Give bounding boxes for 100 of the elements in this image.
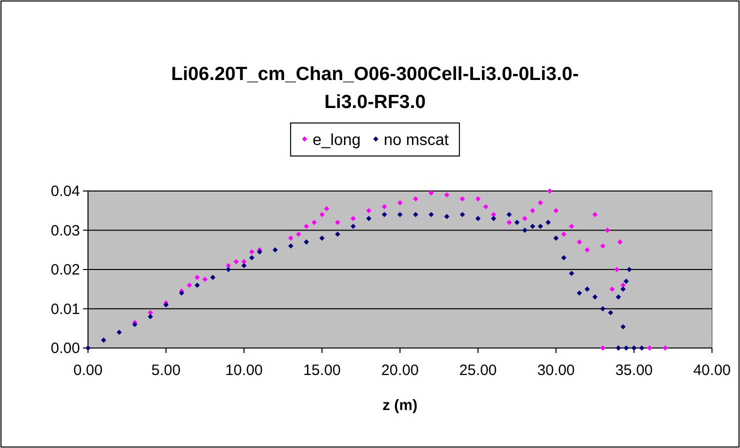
point (483, 204, 488, 210)
point (116, 330, 122, 335)
point (210, 274, 216, 280)
point (620, 286, 626, 292)
x-tick-label: 35.00 (615, 362, 653, 379)
point (530, 208, 536, 214)
point (547, 188, 552, 194)
point (272, 247, 278, 252)
point (319, 212, 325, 218)
point (413, 212, 418, 218)
point (324, 206, 330, 212)
y-tick-label: 0.04 (50, 183, 80, 200)
point (506, 212, 512, 218)
point (288, 236, 294, 241)
point (428, 212, 434, 218)
y-tick-label: 0.02 (50, 262, 80, 278)
point (600, 345, 606, 351)
x-tick-label: 40.00 (693, 362, 731, 379)
point (584, 247, 590, 252)
point (460, 212, 465, 218)
point (584, 286, 590, 292)
point (319, 236, 325, 241)
point (600, 306, 606, 312)
legend-label: no mscat (384, 132, 450, 149)
point (538, 224, 543, 229)
point (604, 228, 610, 233)
point (553, 236, 559, 241)
point (553, 208, 559, 214)
point (614, 266, 620, 272)
point (522, 228, 528, 233)
point (506, 220, 512, 225)
y-tick-label: 0.00 (50, 340, 80, 357)
point (194, 282, 200, 288)
point (592, 212, 598, 218)
point (335, 232, 340, 237)
point (366, 208, 372, 214)
point (514, 220, 520, 225)
point (616, 294, 621, 300)
point (249, 255, 254, 260)
x-tick-label: 15.00 (303, 362, 341, 379)
point (350, 224, 356, 229)
point (561, 232, 566, 237)
point (366, 216, 372, 222)
point (530, 224, 536, 229)
point (576, 239, 582, 245)
point (186, 282, 192, 288)
y-tick-label: 0.03 (50, 222, 80, 240)
point (382, 212, 387, 218)
point (522, 216, 528, 222)
point (444, 214, 450, 220)
point (620, 324, 626, 330)
x-tick-label: 5.00 (151, 362, 181, 379)
point (304, 224, 309, 229)
x-tick-label: 10.00 (225, 362, 263, 379)
x-tick-label: 0.00 (73, 362, 103, 379)
point (226, 266, 231, 272)
point (312, 220, 317, 225)
point (576, 290, 582, 296)
point (561, 255, 566, 260)
point (413, 196, 418, 202)
point (241, 262, 247, 268)
point (382, 204, 387, 210)
legend-label: e_long (312, 132, 361, 149)
point (335, 220, 340, 225)
point (249, 249, 254, 254)
point (304, 239, 309, 245)
point (101, 338, 106, 343)
point (491, 216, 496, 222)
point (475, 216, 481, 222)
point (234, 259, 239, 264)
point (444, 192, 450, 198)
point (148, 314, 153, 320)
point (350, 216, 356, 222)
point (617, 239, 623, 245)
y-tick-label: 0.01 (50, 300, 80, 318)
chart-title: Li06.20T_cm_Chan_O06-300Cell-Li3.0-0Li3.0-Li3.0-RF3.0 (171, 64, 579, 113)
point (475, 196, 481, 202)
point (608, 310, 614, 316)
point (546, 220, 551, 225)
x-tick-label: 20.00 (381, 362, 419, 379)
point (647, 345, 652, 351)
point (639, 345, 644, 351)
point (538, 200, 543, 206)
point (296, 232, 302, 237)
point (592, 294, 598, 300)
point (194, 274, 200, 280)
x-tick-label: 30.00 (537, 362, 575, 379)
point (148, 310, 153, 316)
point (460, 196, 465, 202)
point (397, 212, 403, 218)
point (624, 278, 629, 284)
point (397, 200, 403, 206)
point (662, 345, 668, 351)
point (288, 243, 294, 249)
point (626, 266, 632, 272)
point (569, 224, 574, 229)
point (569, 270, 574, 276)
point (428, 190, 434, 196)
point (624, 345, 629, 351)
x-tick-label: 25.00 (459, 362, 497, 379)
